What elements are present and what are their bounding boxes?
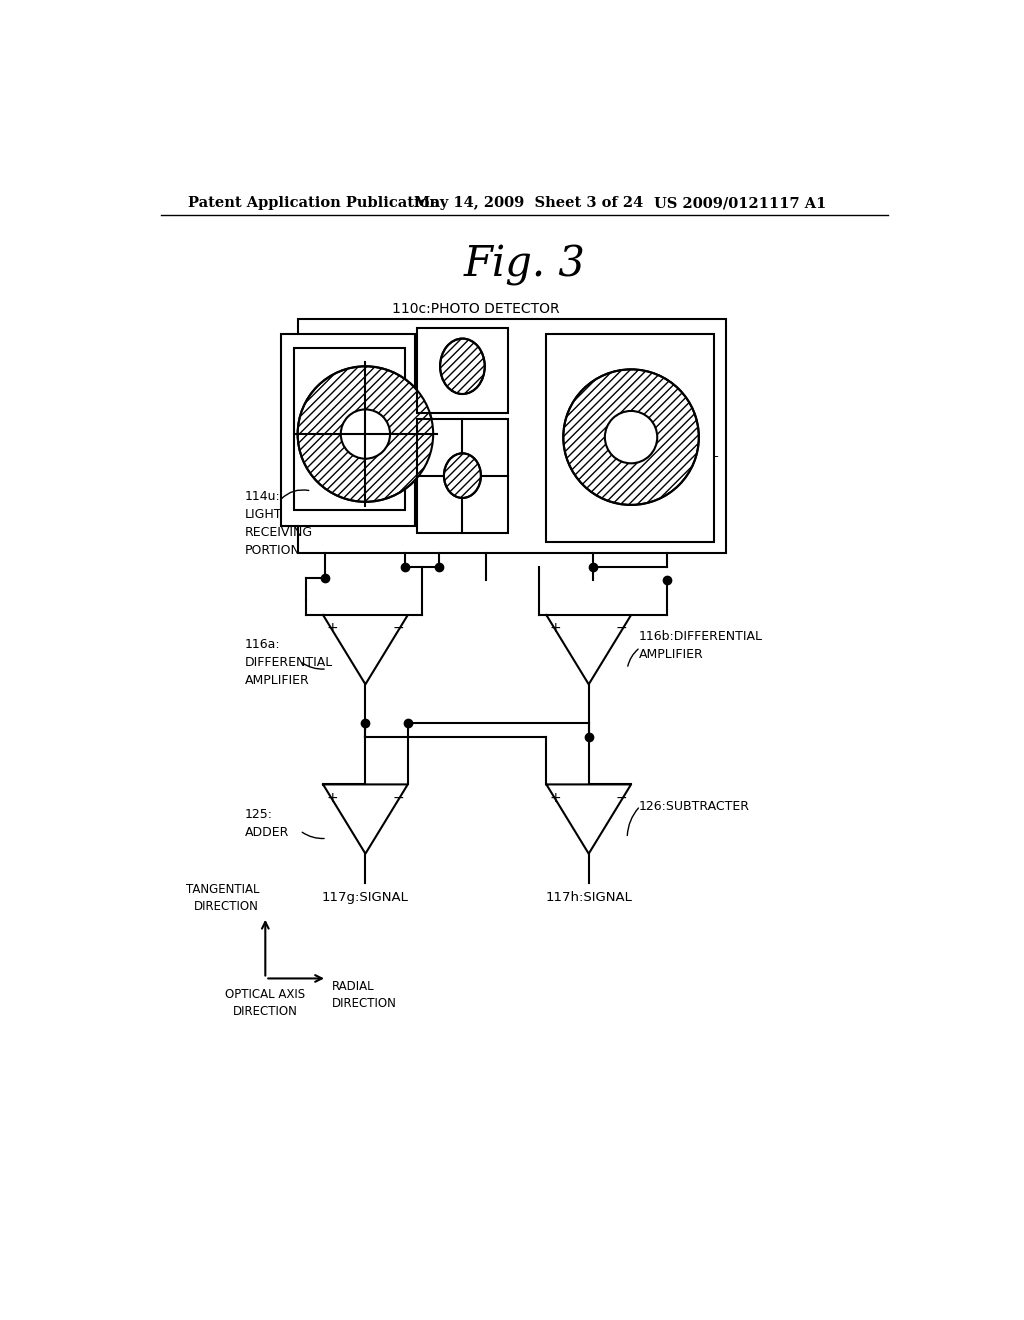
Circle shape (341, 409, 390, 459)
Bar (298, 318, 726, 553)
Bar (547, 334, 714, 541)
Text: 114u:
LIGHT
RECEIVING
PORTION: 114u: LIGHT RECEIVING PORTION (245, 490, 312, 557)
Bar (417, 327, 508, 412)
Bar (417, 418, 508, 533)
Circle shape (563, 370, 698, 506)
Text: OPTICAL AXIS
DIRECTION: OPTICAL AXIS DIRECTION (225, 987, 305, 1018)
Text: 114v:LIGHT
RECEIVING
PORTION: 114v:LIGHT RECEIVING PORTION (646, 455, 719, 504)
Text: US 2009/0121117 A1: US 2009/0121117 A1 (654, 197, 826, 210)
Text: +: + (550, 622, 561, 635)
Ellipse shape (440, 338, 484, 395)
Text: 126:SUBTRACTER: 126:SUBTRACTER (639, 800, 750, 813)
Text: 117g:SIGNAL: 117g:SIGNAL (322, 891, 409, 904)
Bar (294, 348, 406, 510)
Ellipse shape (444, 453, 481, 498)
Text: 116a:
DIFFERENTIAL
AMPLIFIER: 116a: DIFFERENTIAL AMPLIFIER (245, 638, 333, 688)
Bar (281, 334, 416, 527)
Circle shape (605, 411, 657, 463)
Text: −: − (393, 791, 404, 805)
Text: 125:
ADDER: 125: ADDER (245, 808, 289, 838)
Text: 116b:DIFFERENTIAL
AMPLIFIER: 116b:DIFFERENTIAL AMPLIFIER (639, 631, 763, 661)
Text: +: + (327, 791, 338, 805)
Text: TANGENTIAL
DIRECTION: TANGENTIAL DIRECTION (185, 883, 259, 913)
Text: −: − (616, 622, 628, 635)
Circle shape (298, 367, 433, 502)
Text: +: + (550, 791, 561, 805)
Text: Fig. 3: Fig. 3 (464, 244, 586, 285)
Text: +: + (327, 622, 338, 635)
Text: May 14, 2009  Sheet 3 of 24: May 14, 2009 Sheet 3 of 24 (414, 197, 643, 210)
Text: RADIAL
DIRECTION: RADIAL DIRECTION (332, 979, 396, 1010)
Text: −: − (393, 622, 404, 635)
Text: 117h:SIGNAL: 117h:SIGNAL (545, 891, 632, 904)
Text: Patent Application Publication: Patent Application Publication (188, 197, 440, 210)
Text: 110c:PHOTO DETECTOR: 110c:PHOTO DETECTOR (392, 302, 559, 317)
Text: −: − (616, 791, 628, 805)
